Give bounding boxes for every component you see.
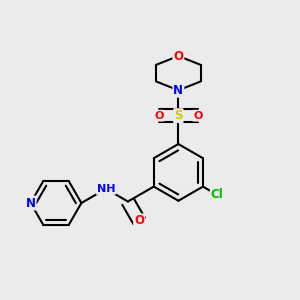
Text: N: N [173, 84, 183, 97]
Text: S: S [174, 109, 183, 122]
Text: O: O [173, 50, 183, 62]
Text: O: O [154, 111, 164, 121]
Text: O: O [134, 214, 144, 227]
Text: NH: NH [97, 184, 115, 194]
Text: N: N [26, 196, 36, 209]
Text: H: H [102, 184, 110, 194]
Text: O: O [193, 111, 203, 121]
Text: Cl: Cl [211, 188, 224, 201]
